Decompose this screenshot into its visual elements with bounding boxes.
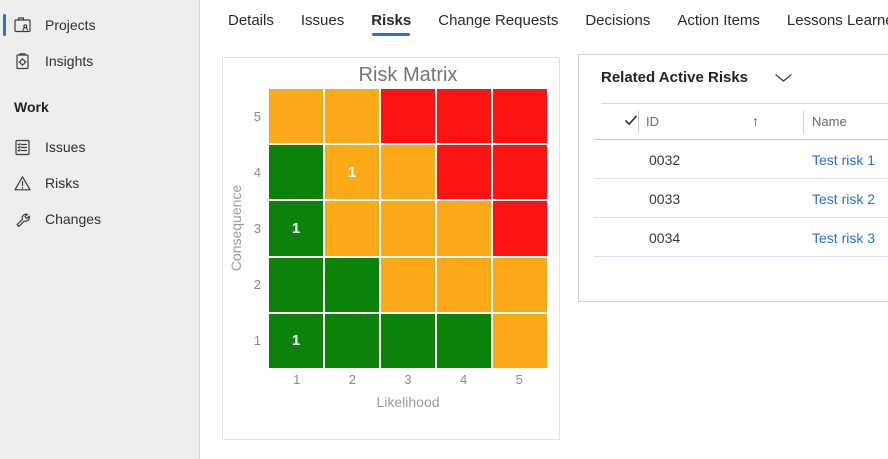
cell-risk-count: 1 <box>347 163 357 181</box>
matrix-cell-likelihood5-consequence1[interactable] <box>493 313 547 368</box>
matrix-cell-likelihood2-consequence4[interactable]: 1 <box>325 145 379 200</box>
sidebar-item-label: Insights <box>45 53 94 69</box>
chart-title: Risk Matrix <box>358 64 458 86</box>
matrix-cell-likelihood3-consequence3[interactable] <box>381 201 435 256</box>
risk-id-cell: 0033 <box>649 190 681 207</box>
sidebar-item-label: Risks <box>45 175 80 191</box>
x-axis-ticks: 1 2 3 4 5 <box>269 372 547 387</box>
sidebar-item-changes[interactable]: Changes <box>0 201 199 237</box>
matrix-cell-likelihood2-consequence5[interactable] <box>325 89 379 144</box>
y-tick-label: 2 <box>253 276 261 292</box>
insights-icon <box>13 52 32 71</box>
y-tick-label: 5 <box>253 109 261 125</box>
x-tick-label: 5 <box>515 372 523 387</box>
checkmark-icon[interactable] <box>624 114 638 129</box>
y-axis-ticks: 5 4 3 2 1 <box>239 89 261 368</box>
risk-id-cell: 0032 <box>649 151 681 168</box>
chevron-down-icon[interactable] <box>774 73 793 83</box>
tab-change-requests[interactable]: Change Requests <box>438 11 559 29</box>
warning-triangle-icon <box>13 174 32 193</box>
sidebar-item-label: Issues <box>45 139 86 155</box>
matrix-cell-likelihood1-consequence2[interactable] <box>269 257 323 312</box>
sidebar-item-label: Projects <box>45 17 96 33</box>
y-tick-label: 4 <box>253 165 261 181</box>
risk-table-row[interactable]: 0034 Test risk 3 <box>579 218 888 257</box>
x-tick-label: 2 <box>348 372 356 387</box>
matrix-cell-likelihood4-consequence2[interactable] <box>437 257 491 312</box>
risk-name-link[interactable]: Test risk 3 <box>812 229 876 246</box>
column-header-name[interactable]: Name <box>812 114 847 129</box>
wrench-icon <box>13 210 32 229</box>
matrix-cell-likelihood3-consequence1[interactable] <box>381 313 435 368</box>
x-tick-label: 3 <box>404 372 412 387</box>
issues-icon <box>13 138 32 157</box>
x-tick-label: 4 <box>459 372 468 387</box>
matrix-cell-likelihood1-consequence5[interactable] <box>269 89 323 144</box>
matrix-cell-likelihood3-consequence5[interactable] <box>381 89 435 144</box>
panel-divider <box>601 103 888 104</box>
matrix-cell-likelihood5-consequence2[interactable] <box>493 257 547 312</box>
tab-lessons-learned[interactable]: Lessons Learned <box>786 11 888 29</box>
tab-decisions[interactable]: Decisions <box>585 11 651 29</box>
matrix-cell-likelihood4-consequence3[interactable] <box>437 201 491 256</box>
matrix-cell-likelihood4-consequence1[interactable] <box>437 313 491 368</box>
column-divider <box>638 111 639 133</box>
matrix-cell-likelihood5-consequence4[interactable] <box>493 145 547 200</box>
tab-risks[interactable]: Risks <box>371 0 411 40</box>
column-header-id[interactable]: ID <box>646 114 659 129</box>
tab-issues[interactable]: Issues <box>300 11 345 29</box>
grid-header: ID ↑ Name <box>579 104 888 140</box>
matrix-cell-likelihood2-consequence2[interactable] <box>325 257 379 312</box>
x-tick-label: 1 <box>293 372 301 387</box>
x-axis-label: Likelihood <box>376 394 440 410</box>
related-active-risks-panel: Related Active Risks ID ↑ Name 0032 Test … <box>578 54 888 302</box>
matrix-cell-likelihood5-consequence5[interactable] <box>493 89 547 144</box>
risk-name-link[interactable]: Test risk 2 <box>812 190 876 207</box>
risk-name-link[interactable]: Test risk 1 <box>812 151 876 168</box>
sidebar-item-label: Changes <box>45 211 102 227</box>
cell-risk-count: 1 <box>291 219 301 237</box>
risk-table-row[interactable]: 0033 Test risk 2 <box>579 179 888 218</box>
sidebar-section-work: Work <box>14 99 49 115</box>
grid-rows: 0032 Test risk 1 0033 Test risk 2 0034 Test r… <box>579 140 888 257</box>
risk-matrix-heatmap: 1 1 1 <box>269 89 547 368</box>
sidebar-item-insights[interactable]: Insights <box>0 43 199 79</box>
matrix-cell-likelihood5-consequence3[interactable] <box>493 201 547 256</box>
tab-action-items[interactable]: Action Items <box>677 11 760 29</box>
matrix-cell-likelihood4-consequence5[interactable] <box>437 89 491 144</box>
cell-risk-count: 1 <box>291 332 301 350</box>
projects-icon <box>13 16 32 35</box>
matrix-cell-likelihood1-consequence3[interactable]: 1 <box>269 201 323 256</box>
matrix-cell-likelihood3-consequence2[interactable] <box>381 257 435 312</box>
risk-id-cell: 0034 <box>649 229 681 246</box>
sort-ascending-icon[interactable]: ↑ <box>752 113 759 129</box>
y-tick-label: 1 <box>253 332 261 348</box>
tab-bar: Details Issues Risks Change Requests Dec… <box>228 0 888 40</box>
panel-title: Related Active Risks <box>601 69 749 86</box>
risk-table-row[interactable]: 0032 Test risk 1 <box>579 140 888 179</box>
matrix-cell-likelihood4-consequence4[interactable] <box>437 145 491 200</box>
sidebar-item-risks[interactable]: Risks <box>0 165 199 201</box>
matrix-cell-likelihood3-consequence4[interactable] <box>381 145 435 200</box>
matrix-cell-likelihood1-consequence1[interactable]: 1 <box>269 313 323 368</box>
tab-details[interactable]: Details <box>228 11 274 29</box>
matrix-cell-likelihood2-consequence1[interactable] <box>325 313 379 368</box>
y-tick-label: 3 <box>253 220 261 236</box>
column-divider <box>803 111 804 133</box>
sidebar-item-issues[interactable]: Issues <box>0 129 199 165</box>
matrix-cell-likelihood1-consequence4[interactable] <box>269 145 323 200</box>
matrix-cell-likelihood2-consequence3[interactable] <box>325 201 379 256</box>
sidebar-item-projects[interactable]: Projects <box>0 7 199 43</box>
sidebar: Projects Insights Work Issues <box>0 0 200 459</box>
